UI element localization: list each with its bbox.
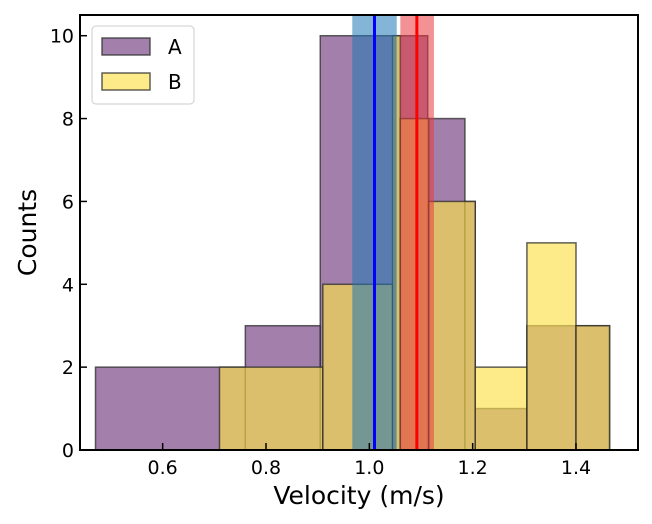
x-tick-label: 1.2 (458, 457, 488, 479)
y-tick-label: 0 (62, 440, 74, 462)
bar-B-5 (474, 366, 528, 451)
y-tick-label: 2 (62, 357, 74, 379)
x-tick-label: 0.8 (251, 457, 281, 479)
bar-B-6 (526, 242, 577, 451)
y-tick-label: 6 (62, 191, 74, 213)
bar-B-4 (428, 200, 476, 451)
legend-swatch-B (101, 72, 151, 91)
legend: AB (91, 25, 195, 105)
axes-layer: 0.6 0.8 1.0 1.2 1.4 0 2 4 6 8 10 Velocity (m/s) Coun… (13, 14, 639, 510)
x-axis-label: Velocity (m/s) (273, 481, 444, 510)
bands-layer (352, 15, 434, 450)
y-tick-label: 10 (50, 26, 74, 48)
x-tick-label: 1.0 (354, 457, 384, 479)
legend-label-B: B (168, 70, 182, 94)
bar-B-0 (218, 366, 324, 451)
legend-label-A: A (168, 35, 182, 59)
x-tick-label: 0.6 (148, 457, 178, 479)
x-tick-label: 1.4 (561, 457, 591, 479)
y-axis-label: Counts (13, 189, 42, 276)
y-tick-label: 4 (62, 274, 74, 296)
plot-frame (79, 14, 639, 451)
y-tick-label: 8 (62, 109, 74, 131)
legend-swatch-A (101, 37, 151, 56)
bar-B-7 (575, 324, 611, 451)
